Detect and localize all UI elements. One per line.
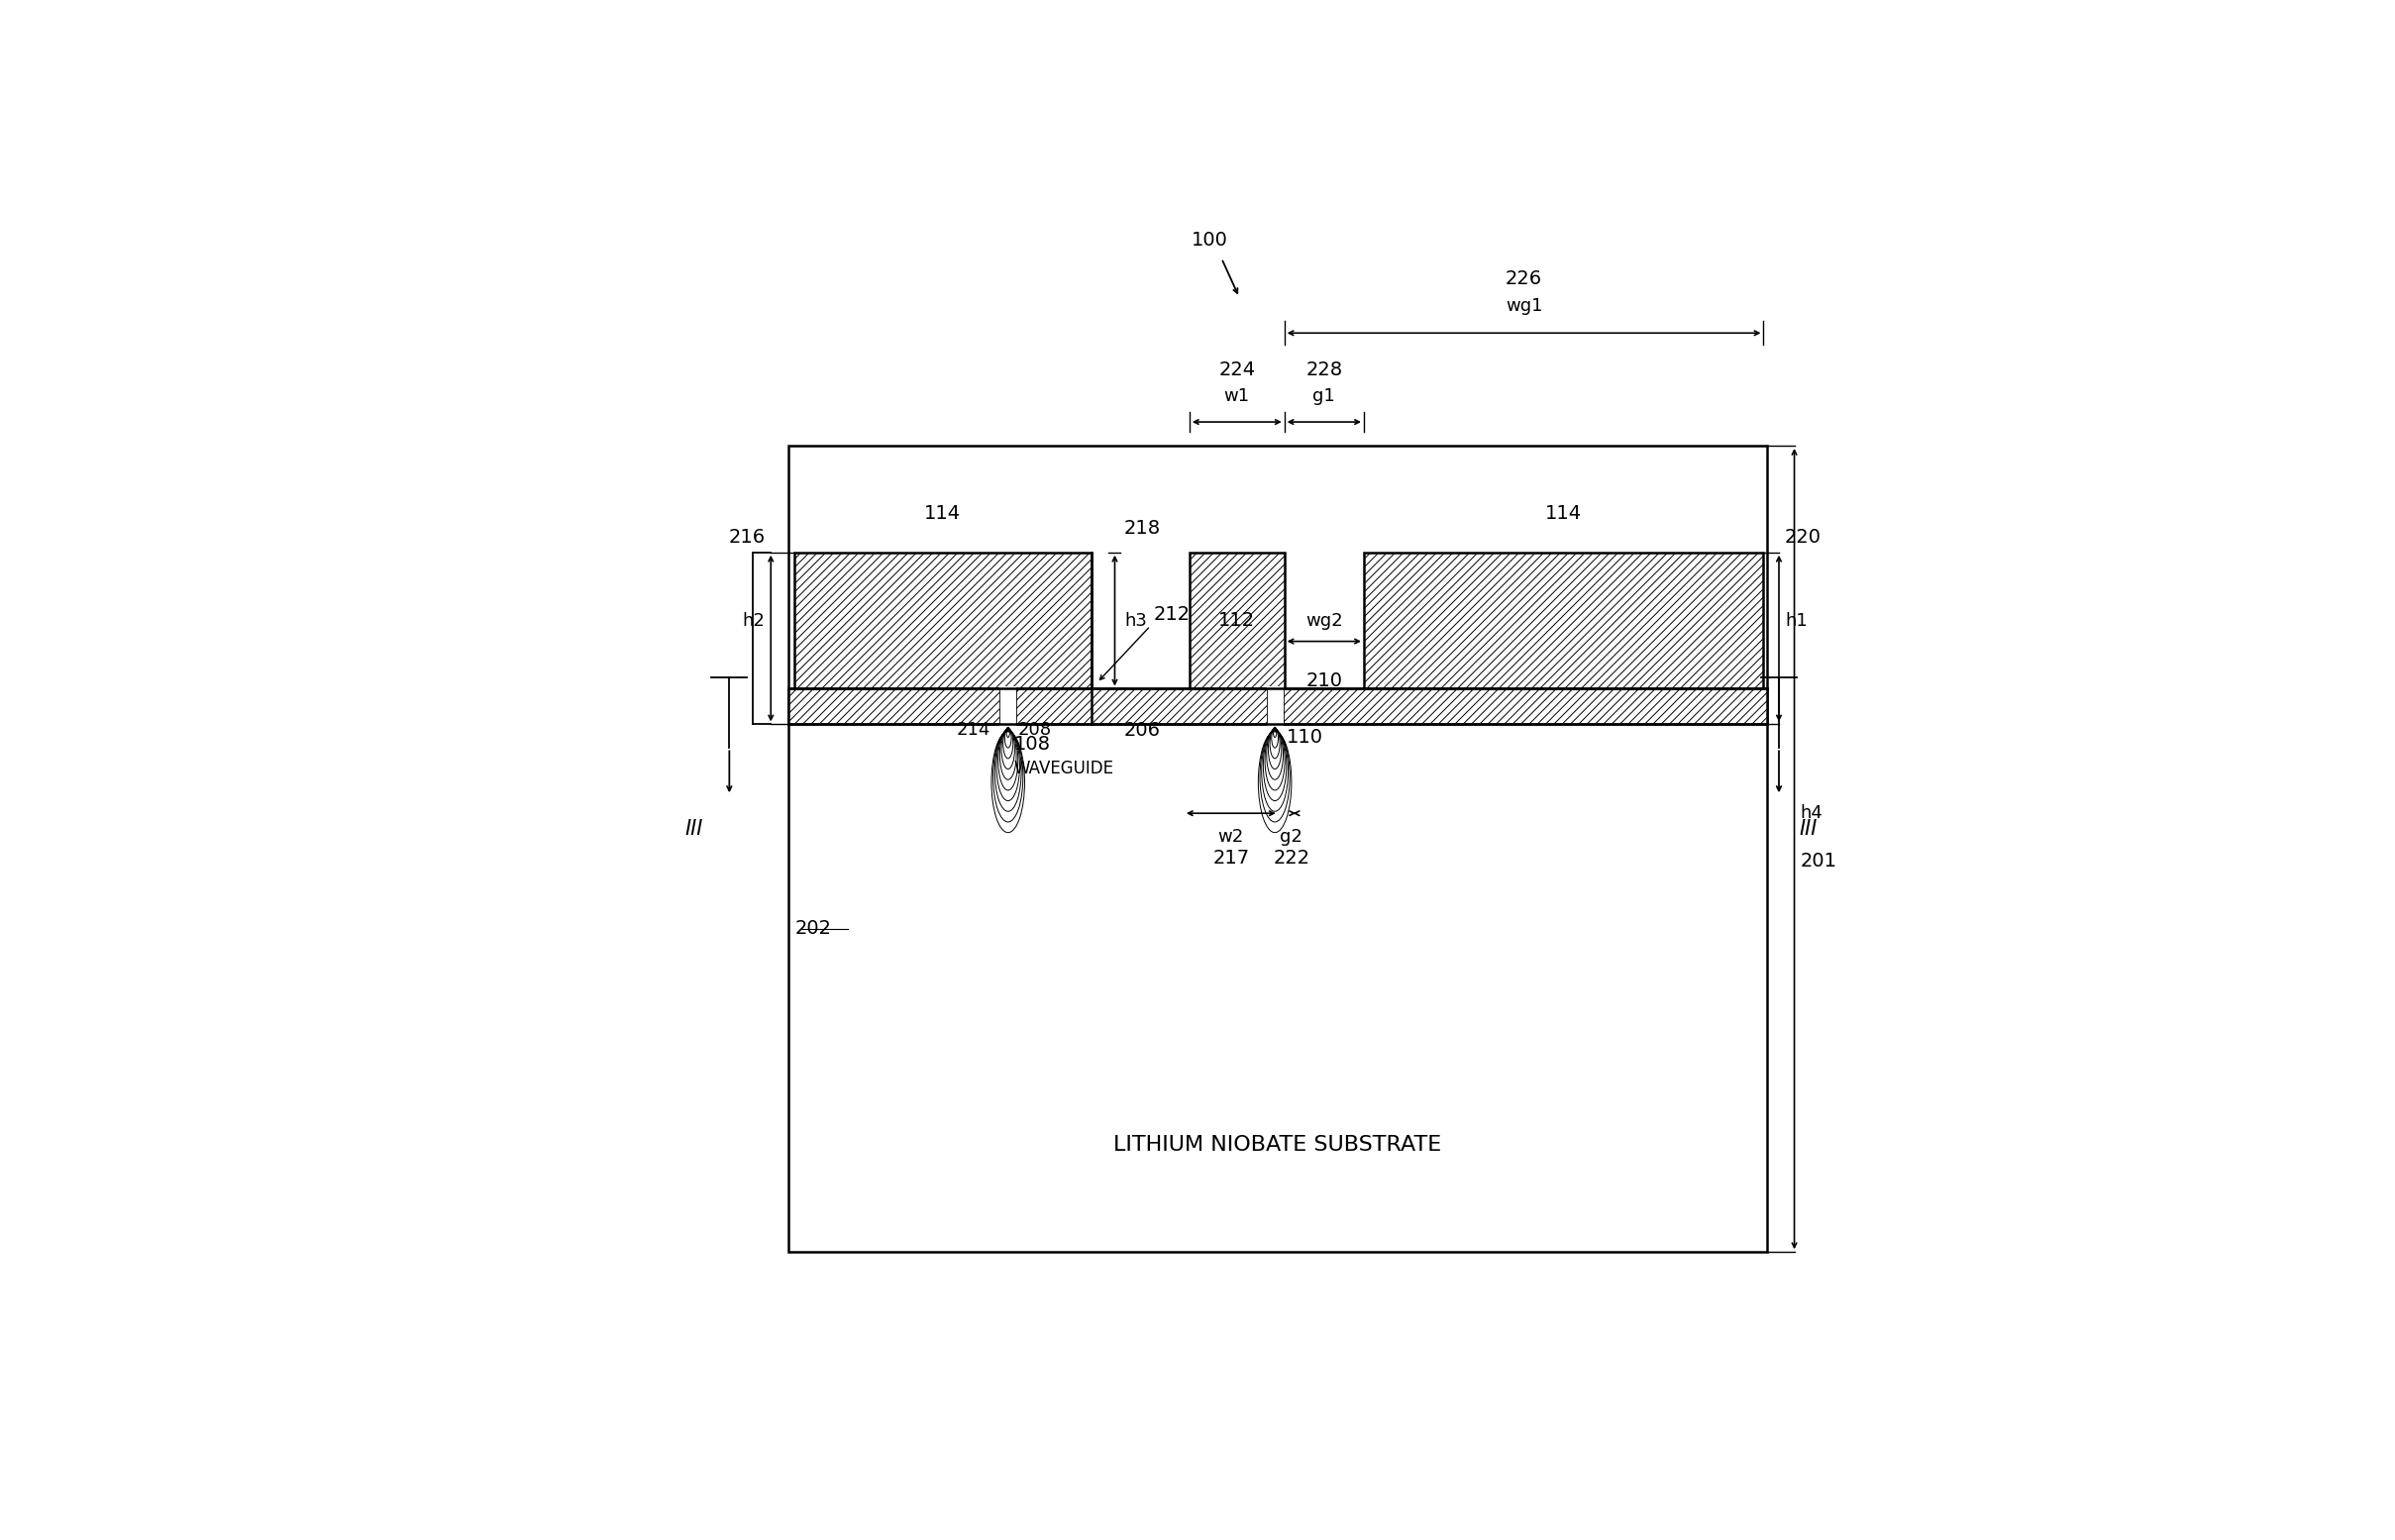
- Text: 202: 202: [795, 919, 831, 938]
- Text: wg2: wg2: [1305, 611, 1344, 630]
- Text: 224: 224: [1219, 360, 1255, 379]
- Text: h3: h3: [1123, 611, 1147, 630]
- Text: III: III: [1799, 819, 1818, 839]
- Text: 208: 208: [1018, 721, 1051, 739]
- Text: 201: 201: [1801, 852, 1837, 870]
- Text: g1: g1: [1312, 388, 1336, 405]
- Bar: [788, 445, 1768, 1252]
- Bar: [1363, 553, 1763, 688]
- Text: III: III: [685, 819, 702, 839]
- Text: h2: h2: [742, 611, 764, 630]
- Text: h4: h4: [1801, 804, 1823, 822]
- Text: 114: 114: [1545, 504, 1583, 522]
- Text: 114: 114: [924, 504, 960, 522]
- Text: wg1: wg1: [1506, 297, 1542, 316]
- Text: 217: 217: [1212, 849, 1250, 867]
- Text: 100: 100: [1190, 231, 1229, 249]
- Text: 206: 206: [1123, 721, 1159, 739]
- Bar: [999, 687, 1015, 725]
- Text: LITHIUM NIOBATE SUBSTRATE: LITHIUM NIOBATE SUBSTRATE: [1114, 1135, 1442, 1155]
- Text: 218: 218: [1123, 519, 1162, 537]
- Bar: [1190, 553, 1284, 688]
- Text: g2: g2: [1281, 827, 1303, 845]
- Text: WAVEGUIDE: WAVEGUIDE: [1013, 759, 1114, 778]
- Text: h1: h1: [1784, 611, 1808, 630]
- Text: 210: 210: [1305, 671, 1344, 690]
- Text: 112: 112: [1219, 611, 1255, 630]
- Bar: [795, 553, 1092, 688]
- Text: 226: 226: [1506, 270, 1542, 288]
- Text: 228: 228: [1305, 360, 1344, 379]
- Text: w2: w2: [1219, 827, 1243, 845]
- Text: 216: 216: [728, 528, 764, 547]
- Text: 222: 222: [1274, 849, 1310, 867]
- Text: 220: 220: [1784, 528, 1823, 547]
- Bar: [1267, 687, 1284, 725]
- Text: 108: 108: [1013, 735, 1051, 753]
- Bar: [788, 688, 1768, 724]
- Text: 110: 110: [1286, 728, 1324, 747]
- Text: 212: 212: [1154, 605, 1190, 624]
- Text: w1: w1: [1224, 388, 1250, 405]
- Text: 214: 214: [956, 721, 989, 739]
